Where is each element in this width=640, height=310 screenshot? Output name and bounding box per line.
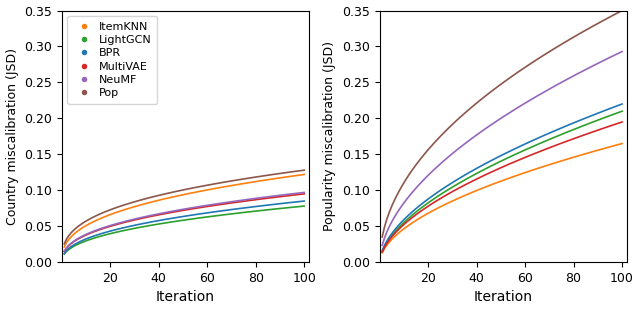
X-axis label: Iteration: Iteration [156, 290, 215, 304]
Y-axis label: Country miscalibration (JSD): Country miscalibration (JSD) [6, 48, 19, 225]
X-axis label: Iteration: Iteration [474, 290, 533, 304]
Y-axis label: Popularity miscalibration (JSD): Popularity miscalibration (JSD) [323, 41, 337, 231]
Legend: ItemKNN, LightGCN, BPR, MultiVAE, NeuMF, Pop: ItemKNN, LightGCN, BPR, MultiVAE, NeuMF,… [67, 16, 157, 104]
